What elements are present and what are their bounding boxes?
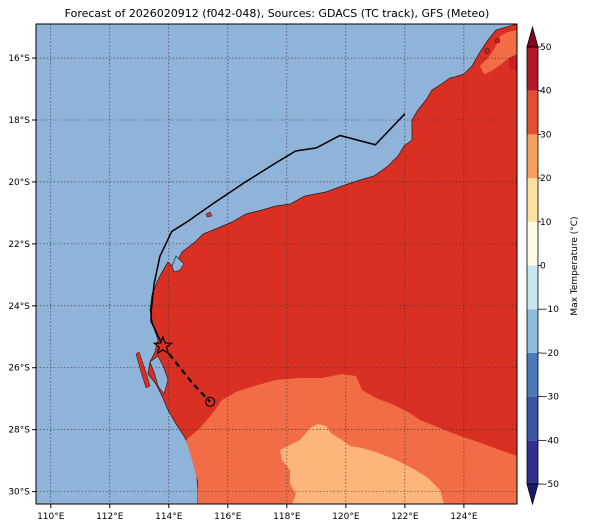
colorbar-tick-label: −50 <box>540 480 559 490</box>
colorbar-extend-min <box>526 483 539 506</box>
lon-tick-label: 120°E <box>332 512 360 522</box>
land-temp-20-30-north <box>480 30 517 74</box>
lon-tick-label: 116°E <box>214 512 242 522</box>
colorbar-extend-max <box>526 25 539 48</box>
island <box>494 37 501 44</box>
island <box>483 47 491 55</box>
colorbar-tick-label: 10 <box>540 218 552 228</box>
map-frame <box>35 23 518 505</box>
lon-tick-label: 118°E <box>273 512 301 522</box>
lat-tick-label: 22°S <box>8 240 30 250</box>
graticule <box>36 24 517 504</box>
colorbar-band <box>527 352 538 397</box>
peninsula-west <box>171 255 185 273</box>
colorbar-tick-label: −40 <box>540 436 559 446</box>
colorbar-tick-label: 50 <box>540 43 552 53</box>
colorbar-tick-label: 40 <box>540 87 552 97</box>
colorbar: 50 40 30 20 10 0 −10 −20 −30 −40 −50 <box>526 25 559 506</box>
colorbar-tick-label: 30 <box>540 130 552 140</box>
colorbar-band <box>527 265 538 310</box>
shark-bay <box>149 355 169 395</box>
colorbar-band <box>527 309 538 353</box>
colorbar-tick-label: 20 <box>540 174 552 184</box>
lat-tick-label: 24°S <box>8 302 30 312</box>
colorbar-tick-label: −20 <box>540 349 559 359</box>
figure-title: Forecast of 2026020912 (f042-048), Sourc… <box>65 7 490 20</box>
colorbar-band <box>527 396 538 441</box>
colorbar-band <box>527 90 538 135</box>
lon-tick-label: 112°E <box>96 512 124 522</box>
lat-tick-label: 30°S <box>8 488 30 498</box>
island <box>205 211 213 218</box>
colorbar-band <box>527 178 538 222</box>
lat-tick-label: 20°S <box>8 178 30 188</box>
colorbar-tick-label: −30 <box>540 393 559 403</box>
tc-track-past <box>150 113 406 347</box>
lon-tick-label: 124°E <box>450 512 478 522</box>
current-position-star <box>152 335 174 355</box>
lat-tick-label: 18°S <box>8 116 30 126</box>
forecast-position-marker <box>205 396 216 407</box>
lat-tick-label: 16°S <box>8 54 30 64</box>
island <box>135 351 151 389</box>
lat-tick-label: 26°S <box>8 364 30 374</box>
lon-tick-label: 110°E <box>37 512 65 522</box>
map-panel <box>36 24 517 504</box>
land-temp-10-20 <box>280 424 444 504</box>
colorbar-band <box>527 221 538 266</box>
land-temp-40-50 <box>509 54 517 70</box>
colorbar-tick-label: 0 <box>540 262 546 272</box>
colorbar-band <box>527 134 538 179</box>
tc-track-forecast <box>162 345 211 403</box>
lon-tick-label: 114°E <box>155 512 183 522</box>
colorbar-band <box>527 440 538 484</box>
lat-tick-label: 28°S <box>8 426 30 436</box>
colorbar-band <box>527 47 538 91</box>
colorbar-tick-label: −10 <box>540 305 559 315</box>
land-temp-30-40 <box>147 24 517 504</box>
lat-tick-labels: 16°S 18°S 20°S 22°S 24°S 26°S 28°S 30°S <box>8 54 36 498</box>
land-temp-20-30 <box>186 374 517 504</box>
lon-tick-labels: 110°E 112°E 114°E 116°E 118°E 120°E 122°E 124°E <box>37 504 478 522</box>
colorbar-label: Max Temperature (°C) <box>570 216 580 315</box>
lon-tick-label: 122°E <box>391 512 419 522</box>
